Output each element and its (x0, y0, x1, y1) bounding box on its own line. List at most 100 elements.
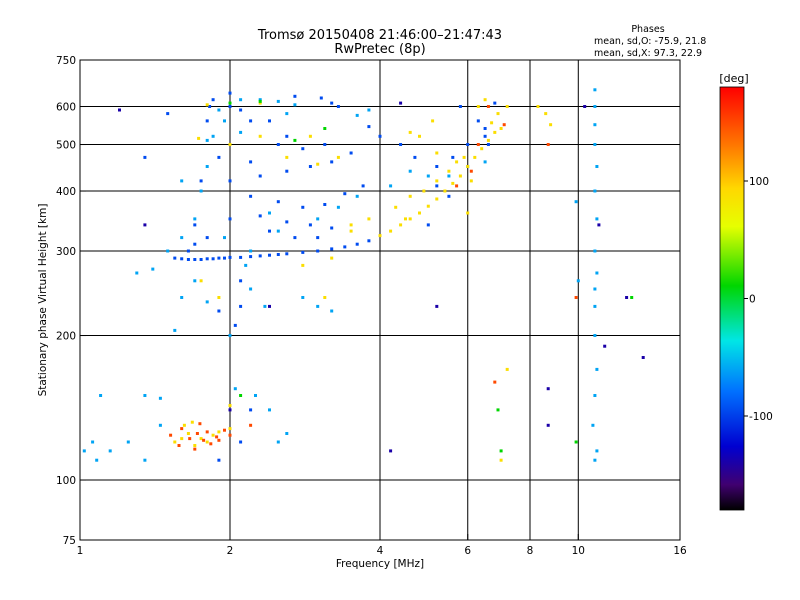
data-point (228, 404, 232, 407)
data-point (408, 130, 412, 134)
data-point (404, 217, 407, 221)
phases-x-stats: mean, sd,X: 97.3, 22.9 (594, 48, 702, 59)
data-point (483, 127, 487, 130)
data-point (323, 203, 327, 206)
data-point (451, 181, 455, 185)
y-axis-ticks: 75 100 200 300 400 500 600 750 (56, 55, 86, 547)
data-point (199, 179, 203, 183)
data-point (343, 192, 347, 196)
data-point (228, 101, 232, 105)
data-point (493, 130, 497, 134)
data-point (593, 304, 597, 308)
data-point (205, 430, 209, 434)
data-point (217, 438, 221, 442)
x-tick-label: 16 (673, 545, 687, 557)
data-point (389, 184, 393, 188)
data-point (466, 143, 470, 146)
data-point (126, 440, 130, 444)
data-point (233, 323, 237, 327)
data-point (198, 422, 202, 426)
data-point (285, 134, 289, 138)
x-axis-ticks: 1 2 4 6 8 10 16 (77, 534, 687, 557)
colorbar-label: [deg] (719, 72, 748, 85)
data-point (593, 123, 597, 127)
data-point (455, 160, 459, 164)
data-point (193, 279, 197, 283)
data-point (205, 300, 209, 304)
y-tick-label: 750 (56, 55, 76, 67)
data-point (276, 143, 280, 146)
data-point (378, 134, 382, 138)
data-point (173, 328, 177, 332)
data-point (435, 151, 439, 155)
data-point (593, 249, 597, 253)
data-point (422, 189, 426, 193)
phases-heading: Phases (631, 24, 664, 35)
data-point (367, 217, 371, 221)
x-tick-label: 6 (464, 545, 471, 557)
data-point (202, 438, 206, 442)
data-point (367, 239, 371, 243)
data-point (217, 108, 221, 112)
data-point (476, 119, 480, 123)
data-point (193, 217, 197, 221)
data-point (108, 449, 112, 453)
data-point (239, 394, 243, 397)
phases-o-stats: mean, sd,O: -75.9, 21.8 (594, 36, 706, 47)
data-point (276, 99, 280, 103)
data-point (211, 98, 215, 102)
data-point (249, 160, 253, 164)
data-point (258, 134, 262, 138)
data-point (180, 296, 184, 299)
data-point (293, 236, 297, 240)
data-point (493, 101, 497, 105)
data-point (239, 130, 243, 134)
data-point (205, 257, 209, 261)
data-point (455, 184, 459, 188)
data-point (378, 234, 382, 238)
data-point (336, 105, 340, 108)
data-point (249, 287, 253, 291)
data-point (355, 194, 359, 198)
data-point (399, 143, 403, 146)
data-point (496, 408, 500, 412)
data-point (323, 127, 327, 130)
data-point (597, 223, 601, 227)
data-point (228, 255, 232, 259)
data-point (308, 134, 312, 138)
data-point (336, 205, 340, 209)
data-point (205, 236, 209, 240)
data-point (205, 165, 209, 168)
data-point (249, 408, 253, 412)
data-point (502, 123, 506, 127)
data-point (193, 447, 197, 451)
data-point (301, 250, 305, 254)
data-point (228, 91, 232, 95)
data-point (143, 458, 147, 462)
data-point (349, 223, 353, 227)
data-point (435, 304, 439, 308)
data-point (431, 119, 435, 123)
data-point (268, 408, 271, 412)
data-point (546, 423, 550, 427)
data-point (316, 236, 320, 240)
data-point (593, 88, 597, 92)
data-point (143, 223, 147, 227)
data-point (493, 380, 497, 384)
data-point (239, 304, 243, 308)
data-point (118, 108, 121, 112)
data-point (476, 143, 480, 146)
data-point (486, 105, 490, 108)
data-point (483, 134, 487, 138)
data-point (499, 449, 503, 453)
data-point (486, 138, 490, 142)
data-point (473, 155, 477, 159)
data-point (574, 200, 578, 204)
data-point (308, 165, 312, 168)
data-point (217, 458, 221, 462)
data-point (451, 155, 455, 159)
data-point (301, 296, 305, 299)
data-point (630, 296, 634, 299)
data-point (593, 287, 597, 291)
colorbar-tick-label: 0 (749, 294, 756, 306)
